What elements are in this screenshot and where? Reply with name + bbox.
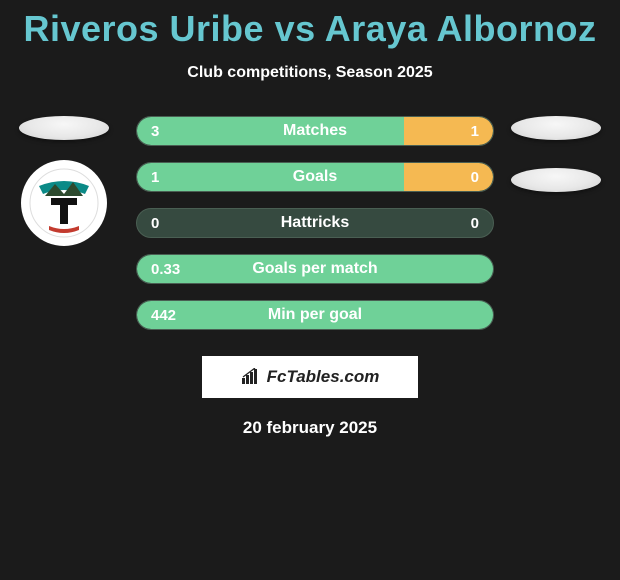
stat-row-min-per-goal: 442 Min per goal [136, 300, 494, 330]
bar-chart-icon [241, 368, 263, 386]
team-left-badge [21, 160, 107, 246]
stat-metric-label: Goals per match [137, 255, 493, 283]
stat-row-hattricks: 0 Hattricks 0 [136, 208, 494, 238]
page-title: Riveros Uribe vs Araya Albornoz [0, 0, 620, 50]
stat-row-matches: 3 Matches 1 [136, 116, 494, 146]
player-right-column [506, 116, 606, 192]
team-crest-icon [29, 168, 99, 238]
stat-metric-label: Hattricks [137, 209, 493, 237]
stat-metric-label: Goals [137, 163, 493, 191]
generated-date: 20 february 2025 [0, 418, 620, 438]
comparison-chart: 3 Matches 1 1 Goals 0 0 Hattricks 0 0.33… [0, 116, 620, 346]
player-left-placeholder-icon [19, 116, 109, 140]
stat-metric-label: Min per goal [137, 301, 493, 329]
stat-value-right: 1 [471, 117, 479, 145]
player-left-column [14, 116, 114, 246]
stat-row-goals-per-match: 0.33 Goals per match [136, 254, 494, 284]
page-subtitle: Club competitions, Season 2025 [0, 64, 620, 82]
team-right-placeholder-icon [511, 168, 601, 192]
stat-metric-label: Matches [137, 117, 493, 145]
stat-value-right: 0 [471, 163, 479, 191]
watermark-text: FcTables.com [267, 367, 380, 387]
stat-row-goals: 1 Goals 0 [136, 162, 494, 192]
stat-value-right: 0 [471, 209, 479, 237]
watermark: FcTables.com [202, 356, 418, 398]
player-right-placeholder-icon [511, 116, 601, 140]
stat-bars: 3 Matches 1 1 Goals 0 0 Hattricks 0 0.33… [136, 116, 494, 346]
